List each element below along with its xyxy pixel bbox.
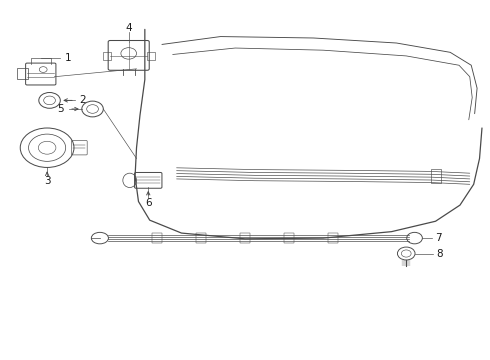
- Bar: [284, 233, 294, 243]
- Text: 4: 4: [125, 23, 132, 33]
- Bar: [152, 233, 162, 243]
- Text: 7: 7: [435, 233, 441, 243]
- Bar: [328, 233, 338, 243]
- Text: 6: 6: [145, 198, 151, 208]
- Bar: [103, 51, 111, 59]
- Bar: [431, 168, 441, 183]
- Bar: [147, 51, 155, 59]
- Bar: [240, 233, 250, 243]
- Text: 2: 2: [79, 95, 86, 105]
- Bar: [196, 233, 206, 243]
- Bar: [17, 68, 28, 79]
- Text: 1: 1: [64, 53, 71, 63]
- Text: 3: 3: [44, 176, 50, 186]
- Text: 5: 5: [57, 104, 64, 114]
- Text: 8: 8: [436, 248, 443, 258]
